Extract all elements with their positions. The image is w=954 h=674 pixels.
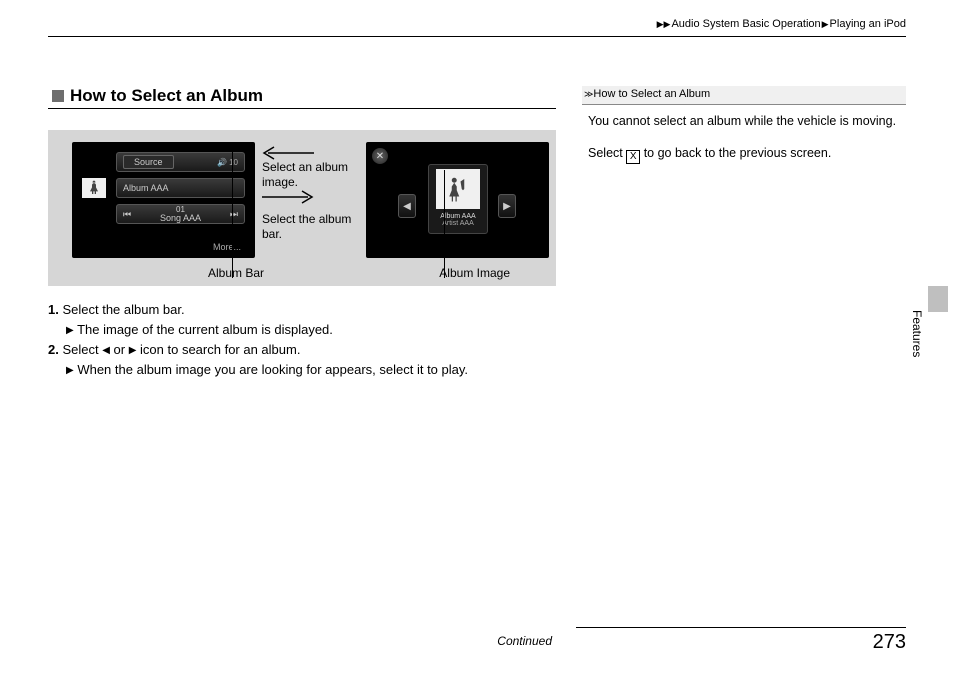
track-row: ⏮ 01 Song AAA ⏭ bbox=[116, 204, 245, 224]
step-2b: or bbox=[110, 342, 129, 357]
steps: 1. Select the album bar. ▶ The image of … bbox=[48, 300, 556, 381]
page-number: 273 bbox=[873, 631, 906, 654]
chevron-icon: ▶▶ bbox=[657, 19, 671, 30]
sidebar-heading: ≫How to Select an Album bbox=[582, 86, 906, 105]
volume-indicator: 🔊 10 bbox=[217, 158, 238, 167]
more-link[interactable]: More... bbox=[213, 242, 241, 252]
features-label: Features bbox=[910, 310, 924, 357]
left-triangle-icon: ◀ bbox=[102, 345, 110, 356]
leader-line bbox=[444, 170, 445, 278]
continued-label: Continued bbox=[497, 634, 552, 648]
leader-line bbox=[232, 142, 233, 278]
prev-icon[interactable]: ⏮ bbox=[123, 209, 131, 220]
step-2-sub: When the album image you are looking for… bbox=[77, 362, 468, 377]
caption-select-image: Select an album image. bbox=[262, 160, 354, 190]
caption-select-bar: Select the album bar. bbox=[262, 212, 354, 242]
section-heading: How to Select an Album bbox=[52, 86, 263, 106]
volume-value: 10 bbox=[229, 158, 238, 167]
rule-bottom bbox=[576, 627, 906, 628]
label-album-image: Album Image bbox=[439, 266, 510, 280]
prev-album-button[interactable]: ◀ bbox=[398, 194, 416, 218]
double-chevron-icon: ≫ bbox=[584, 89, 591, 99]
triangle-icon: ▶ bbox=[66, 325, 74, 336]
sidebar-note-2b: to go back to the previous screen. bbox=[640, 146, 831, 160]
breadcrumb-a: Audio System Basic Operation bbox=[671, 18, 820, 30]
album-card-artist: Artist AAA bbox=[442, 220, 474, 227]
album-bar-label: Album AAA bbox=[123, 183, 169, 193]
close-icon[interactable]: ✕ bbox=[372, 148, 388, 164]
sidebar-note-1: You cannot select an album while the veh… bbox=[588, 112, 906, 130]
sidebar-note-2a: Select bbox=[588, 146, 626, 160]
sidebar-body: You cannot select an album while the veh… bbox=[588, 112, 906, 164]
step-2c: icon to search for an album. bbox=[136, 342, 300, 357]
chevron-icon: ▶ bbox=[822, 19, 829, 30]
next-album-button[interactable]: ▶ bbox=[498, 194, 516, 218]
step-1: Select the album bar. bbox=[62, 302, 184, 317]
song-name: Song AAA bbox=[160, 214, 201, 223]
arrow-left-icon bbox=[262, 146, 314, 160]
x-box-icon: X bbox=[626, 150, 640, 164]
rule-top bbox=[48, 36, 906, 37]
album-card-album: Album AAA bbox=[440, 213, 475, 220]
label-album-bar: Album Bar bbox=[208, 266, 264, 280]
step-1-sub: The image of the current album is displa… bbox=[77, 322, 333, 337]
breadcrumb: ▶▶ Audio System Basic Operation ▶ Playin… bbox=[657, 18, 906, 30]
sidebar-title: How to Select an Album bbox=[593, 88, 710, 100]
arrow-right-icon bbox=[262, 190, 314, 204]
step-2a: Select bbox=[62, 342, 102, 357]
source-button[interactable]: Source bbox=[123, 155, 174, 169]
section-underline bbox=[48, 108, 556, 109]
album-thumbnail bbox=[82, 178, 106, 198]
square-icon bbox=[52, 90, 64, 102]
speaker-icon: 🔊 bbox=[217, 158, 227, 167]
triangle-icon: ▶ bbox=[66, 365, 74, 376]
section-title: How to Select an Album bbox=[70, 86, 263, 106]
album-art bbox=[436, 169, 480, 209]
features-tab bbox=[928, 286, 948, 312]
album-card[interactable]: Album AAA Artist AAA bbox=[428, 164, 488, 234]
source-row: Source 🔊 10 bbox=[116, 152, 245, 172]
breadcrumb-b: Playing an iPod bbox=[830, 18, 906, 30]
mock-screen-album: ✕ ◀ ▶ Album AAA Artist AAA bbox=[366, 142, 549, 258]
album-bar[interactable]: Album AAA bbox=[116, 178, 245, 198]
step-number: 2. bbox=[48, 342, 59, 357]
mock-screen-player: Source 🔊 10 Album AAA ⏮ 01 Song AAA ⏭ bbox=[72, 142, 255, 258]
step-number: 1. bbox=[48, 302, 59, 317]
